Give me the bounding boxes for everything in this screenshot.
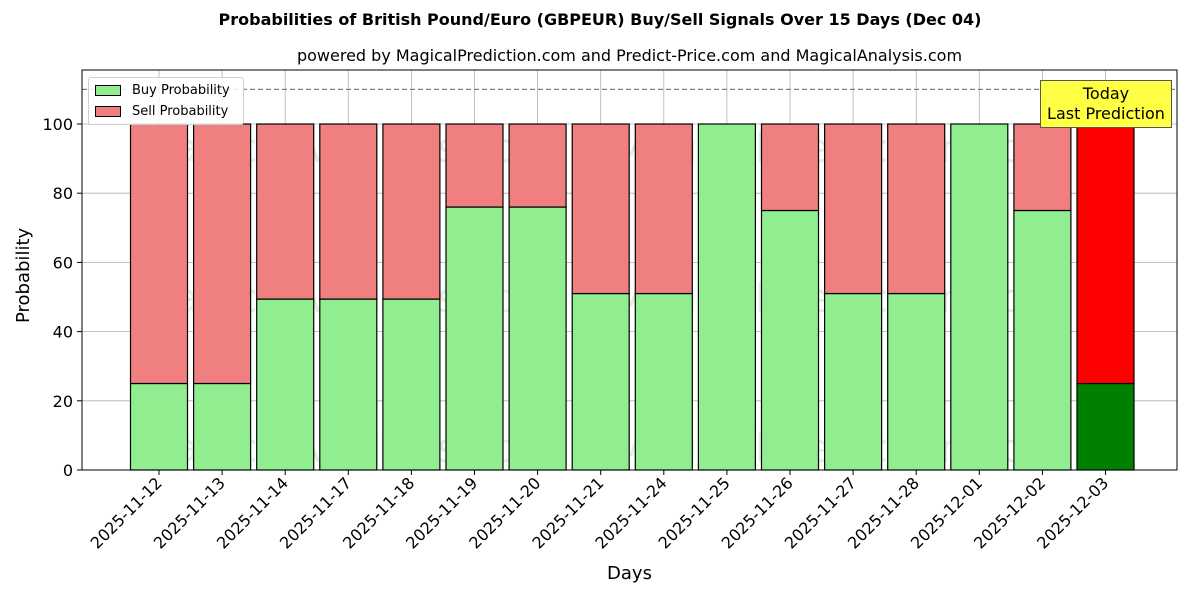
bar-sell: [193, 123, 252, 385]
bar-sell: [445, 123, 504, 208]
legend-label-sell: Sell Probability: [132, 103, 229, 119]
bar-buy: [319, 298, 378, 471]
bar-sell: [319, 123, 378, 300]
bar-buy: [571, 292, 630, 471]
bar-sell: [129, 123, 189, 385]
legend: Buy Probability Sell Probability: [88, 77, 244, 125]
bar-buy: [445, 206, 504, 471]
bar-sell: [508, 123, 567, 208]
bar-buy: [1076, 382, 1135, 471]
y-axis-label: Probability: [13, 227, 34, 323]
bar-buy: [508, 206, 567, 471]
y-tick-label: 20: [53, 392, 73, 411]
bar-buy: [129, 382, 189, 471]
chart-title: Probabilities of British Pound/Euro (GBP…: [218, 10, 982, 29]
bar-sell: [571, 123, 630, 295]
bar-buy: [256, 298, 315, 471]
bar-buy: [382, 298, 441, 471]
bar-buy: [1013, 209, 1072, 471]
bar-sell: [887, 123, 946, 295]
bar-sell: [760, 123, 820, 212]
y-tick-label: 80: [53, 184, 73, 203]
legend-label-buy: Buy Probability: [132, 82, 230, 98]
bar-sell: [1076, 123, 1135, 385]
bar-buy: [634, 292, 693, 471]
legend-item-buy: Buy Probability: [95, 81, 230, 99]
chart-subtitle: powered by MagicalPrediction.com and Pre…: [296, 46, 963, 65]
plot-frame: [81, 69, 1178, 471]
y-tick-label: 40: [53, 323, 73, 342]
bar-buy: [697, 123, 757, 471]
annotation-line-1: Today: [1082, 84, 1130, 103]
bar-buy: [760, 209, 820, 471]
y-tick-label: 60: [53, 253, 73, 272]
bar-buy: [193, 382, 252, 471]
today-annotation: Today Last Prediction: [1040, 80, 1172, 128]
y-tick-label: 0: [63, 461, 73, 480]
bar-sell: [634, 123, 693, 295]
legend-item-sell: Sell Probability: [95, 102, 228, 120]
bar-sell: [256, 123, 315, 300]
bar-buy: [887, 292, 946, 471]
y-tick-label: 100: [42, 115, 73, 134]
bar-series: [82, 88, 1177, 471]
bar-buy: [950, 123, 1009, 471]
bar-sell: [823, 123, 883, 295]
x-axis-label: Days: [607, 563, 652, 584]
buy-swatch-icon: [95, 84, 121, 96]
annotation-line-2: Last Prediction: [1047, 104, 1165, 123]
bar-sell: [1013, 123, 1072, 212]
bar-buy: [823, 292, 883, 471]
sell-swatch-icon: [95, 105, 121, 117]
bar-sell: [382, 123, 441, 300]
